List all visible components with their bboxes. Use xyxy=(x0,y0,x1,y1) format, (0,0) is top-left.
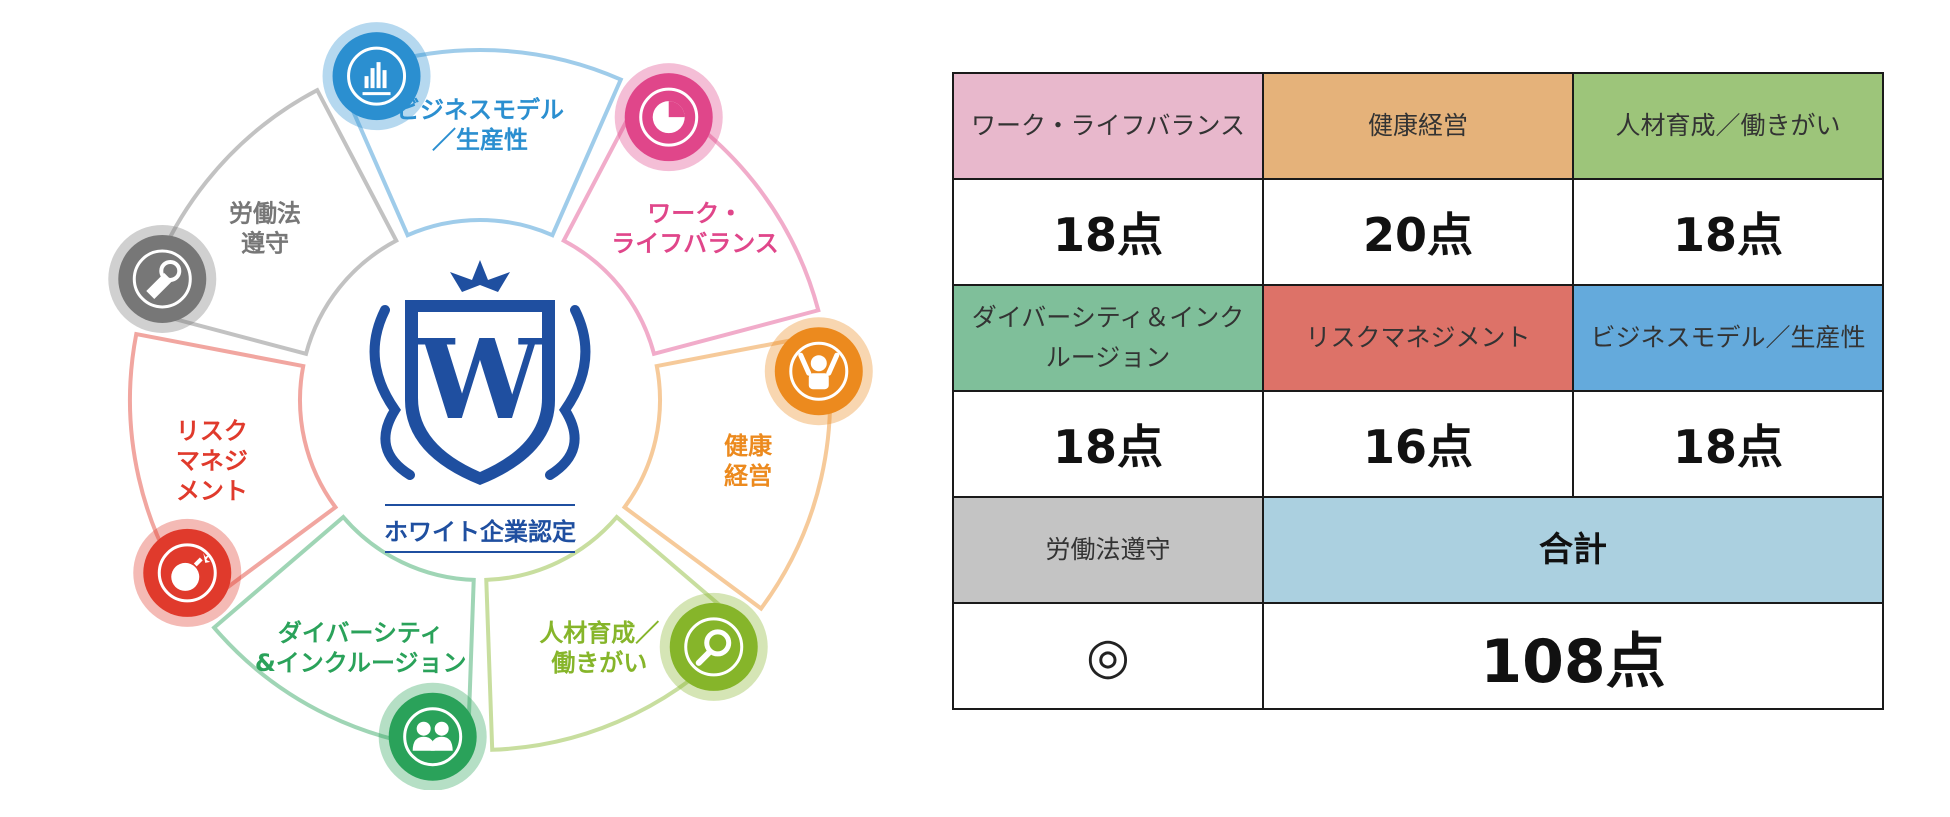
score-cell-business: 18点 xyxy=(1572,390,1884,498)
segment-label-health: 健康経営 xyxy=(724,432,773,490)
icon-glyph xyxy=(798,352,840,390)
segment-label-line: リスク xyxy=(176,417,248,445)
bar-chart-icon xyxy=(322,22,431,131)
category-cell-labor: 労働法遵守 xyxy=(952,496,1264,604)
icon-inner-ring xyxy=(789,341,849,401)
score-cell-talent: 18点 xyxy=(1572,178,1884,286)
icon-disc xyxy=(388,692,477,781)
segment-label-worklife: ワーク・ライフバランス xyxy=(611,200,779,258)
icon-glyph xyxy=(652,101,685,134)
category-cell-risk: リスクマネジメント xyxy=(1262,284,1574,392)
score-cell-diversity: 18点 xyxy=(952,390,1264,498)
segment-label-line: ビジネスモデル xyxy=(396,96,564,124)
segment-label-line: 働きがい xyxy=(550,649,647,677)
segment-label-line: メント xyxy=(176,477,248,505)
segment-label-line: &インクルージョン xyxy=(255,649,467,677)
icon-inner-ring xyxy=(132,249,192,309)
score-cell-risk: 16点 xyxy=(1262,390,1574,498)
segment-label-line: 経営 xyxy=(724,462,772,490)
segment-label-line: 遵守 xyxy=(241,230,289,258)
icon-glyph xyxy=(146,259,182,299)
table-score-row-1: 18点 20点 18点 xyxy=(952,178,1884,286)
icon-glyph xyxy=(695,629,732,666)
labor-mark-cell: ◎ xyxy=(952,602,1264,710)
white-company-wheel-diagram: ビジネスモデル／生産性 ワーク・ライフバランス 健康経営 人材育成／働きがい ダイバーシ… xyxy=(80,10,880,791)
segment-label-line: ワーク・ xyxy=(647,200,743,228)
person-cheer-icon xyxy=(764,317,873,426)
table-header-row-2: ダイバーシティ＆インクルージョン リスクマネジメント ビジネスモデル／生産性 xyxy=(952,284,1884,392)
total-score-cell: 108点 xyxy=(1262,602,1884,710)
score-table: ワーク・ライフバランス 健康経営 人材育成／働きがい 18点 20点 18点 ダ… xyxy=(952,72,1884,710)
people-icon xyxy=(378,682,487,791)
segment-label-diversity: ダイバーシティ&インクルージョン xyxy=(255,619,467,677)
icon-inner-ring xyxy=(684,617,744,677)
category-cell-worklife: ワーク・ライフバランス xyxy=(952,72,1264,180)
table-header-row-1: ワーク・ライフバランス 健康経営 人材育成／働きがい xyxy=(952,72,1884,180)
table-header-row-3: 労働法遵守 合計 xyxy=(952,496,1884,604)
category-cell-diversity: ダイバーシティ＆インクルージョン xyxy=(952,284,1264,392)
category-cell-talent: 人材育成／働きがい xyxy=(1572,72,1884,180)
emblem-shield-inner xyxy=(418,312,542,472)
segment-label-line: 労働法 xyxy=(229,200,301,228)
bomb-icon xyxy=(133,518,242,627)
segment-label-business: ビジネスモデル／生産性 xyxy=(396,96,564,154)
score-cell-health: 20点 xyxy=(1262,178,1574,286)
icon-glyph xyxy=(362,62,391,96)
segment-label-talent: 人材育成／働きがい xyxy=(539,619,659,677)
magnifier-icon xyxy=(659,592,768,701)
segment-label-line: ライフバランス xyxy=(611,230,779,258)
emblem-flourish xyxy=(369,305,591,480)
icon-inner-ring xyxy=(403,707,463,767)
icon-inner-ring xyxy=(639,87,699,147)
white-company-emblem: W xyxy=(369,260,591,485)
segment-label-line: 健康 xyxy=(724,432,773,460)
wheel-svg: ビジネスモデル／生産性ワーク・ライフバランス健康経営人材育成／働きがいダイバーシ… xyxy=(108,22,873,791)
segment-label-line: 人材育成／ xyxy=(539,619,659,647)
whistle-icon xyxy=(108,224,217,333)
table-score-row-2: 18点 16点 18点 xyxy=(952,390,1884,498)
pie-chart-icon xyxy=(614,63,723,172)
total-label-cell: 合計 xyxy=(1262,496,1884,604)
segment-label-line: ダイバーシティ xyxy=(278,619,444,647)
segment-label-line: ／生産性 xyxy=(432,126,528,154)
score-cell-worklife: 18点 xyxy=(952,178,1264,286)
icon-glyph xyxy=(171,552,211,591)
segment-label-labor: 労働法遵守 xyxy=(229,200,301,258)
icon-inner-ring xyxy=(347,46,407,106)
icon-disc xyxy=(669,602,758,691)
category-cell-business: ビジネスモデル／生産性 xyxy=(1572,284,1884,392)
emblem-crest xyxy=(450,260,510,292)
emblem-caption: ホワイト企業認定 xyxy=(384,518,576,546)
icon-inner-ring xyxy=(157,543,217,603)
table-score-row-3: ◎ 108点 xyxy=(952,602,1884,710)
emblem-letter: W xyxy=(417,315,543,444)
segment-label-line: マネジ xyxy=(176,447,248,475)
icon-glyph xyxy=(412,721,453,751)
segment-label-risk: リスクマネジメント xyxy=(176,417,248,505)
category-cell-health: 健康経営 xyxy=(1262,72,1574,180)
